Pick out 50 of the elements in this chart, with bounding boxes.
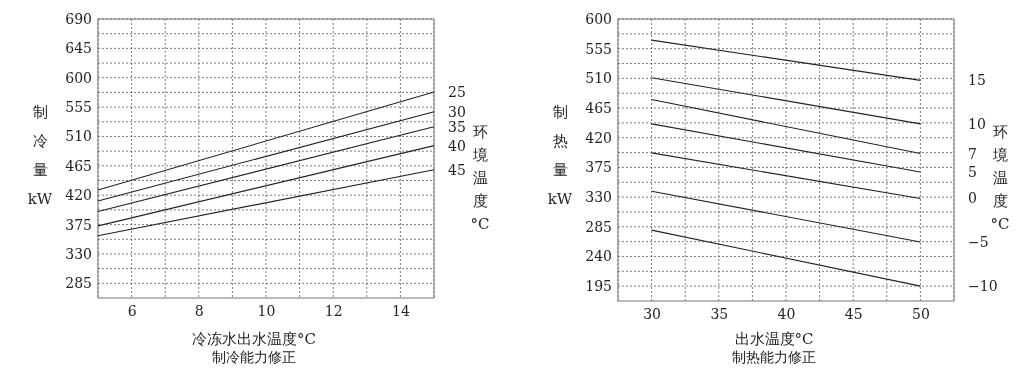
x-tick-label: 8 — [194, 302, 204, 319]
x-tick-label: 12 — [324, 302, 343, 319]
x-tick-label: 30 — [643, 305, 662, 322]
legend-title: 环境温度°C — [990, 123, 1010, 233]
x-tick-label: 35 — [710, 305, 729, 322]
y-tick-label: 375 — [65, 216, 92, 233]
y-tick-label: 420 — [65, 187, 92, 204]
y-tick-label: 465 — [585, 100, 612, 117]
series-label: 40 — [448, 137, 466, 154]
y-tick-label: 240 — [585, 248, 612, 265]
y-tick-label: 645 — [65, 40, 92, 57]
text: 10 — [968, 115, 986, 132]
x-tick-label: 45 — [844, 305, 863, 322]
series-label: 35 — [448, 118, 466, 135]
y-tick-label: 330 — [65, 245, 92, 262]
text: 制热能力修正 — [732, 349, 816, 365]
y-axis-title: 制冷量kW — [27, 103, 53, 208]
x-tick-label: 14 — [391, 302, 410, 319]
series-label: 25 — [448, 84, 466, 101]
x-tick-label: 40 — [777, 305, 796, 322]
y-tick-label: 600 — [585, 10, 612, 27]
y-tick-label: 465 — [65, 157, 92, 174]
legend-title: 环境温度°C — [470, 123, 490, 233]
x-tick-label: 6 — [127, 302, 137, 319]
y-axis-title: 制热量kW — [547, 103, 573, 208]
series-label: 30 — [448, 103, 466, 120]
y-tick-label: 195 — [585, 278, 612, 295]
y-tick-label: 555 — [585, 40, 612, 57]
y-tick-label: 555 — [65, 99, 92, 116]
text: 15 — [968, 72, 986, 89]
y-tick-label: 510 — [585, 70, 612, 87]
y-tick-label: 330 — [585, 189, 612, 206]
x-tick-label: 10 — [257, 302, 276, 319]
y-tick-label: 600 — [65, 69, 92, 86]
x-axis-title: 出水温度°C — [734, 330, 814, 348]
y-tick-label: 375 — [585, 159, 612, 176]
text: −5 — [968, 233, 989, 250]
x-tick-label: 50 — [911, 305, 930, 322]
text: 制冷能力修正 — [212, 349, 296, 365]
y-tick-label: 420 — [585, 129, 612, 146]
y-tick-label: 690 — [65, 10, 92, 27]
text: 0 — [968, 190, 977, 207]
y-tick-label: 285 — [585, 218, 612, 235]
text: −10 — [968, 278, 998, 295]
text: 7 — [968, 145, 977, 162]
series-label: 45 — [448, 161, 466, 178]
y-tick-label: 285 — [65, 275, 92, 292]
y-tick-label: 510 — [65, 128, 92, 145]
x-axis-title: 冷冻水出水温度°C — [192, 330, 316, 348]
text: 5 — [968, 164, 977, 181]
